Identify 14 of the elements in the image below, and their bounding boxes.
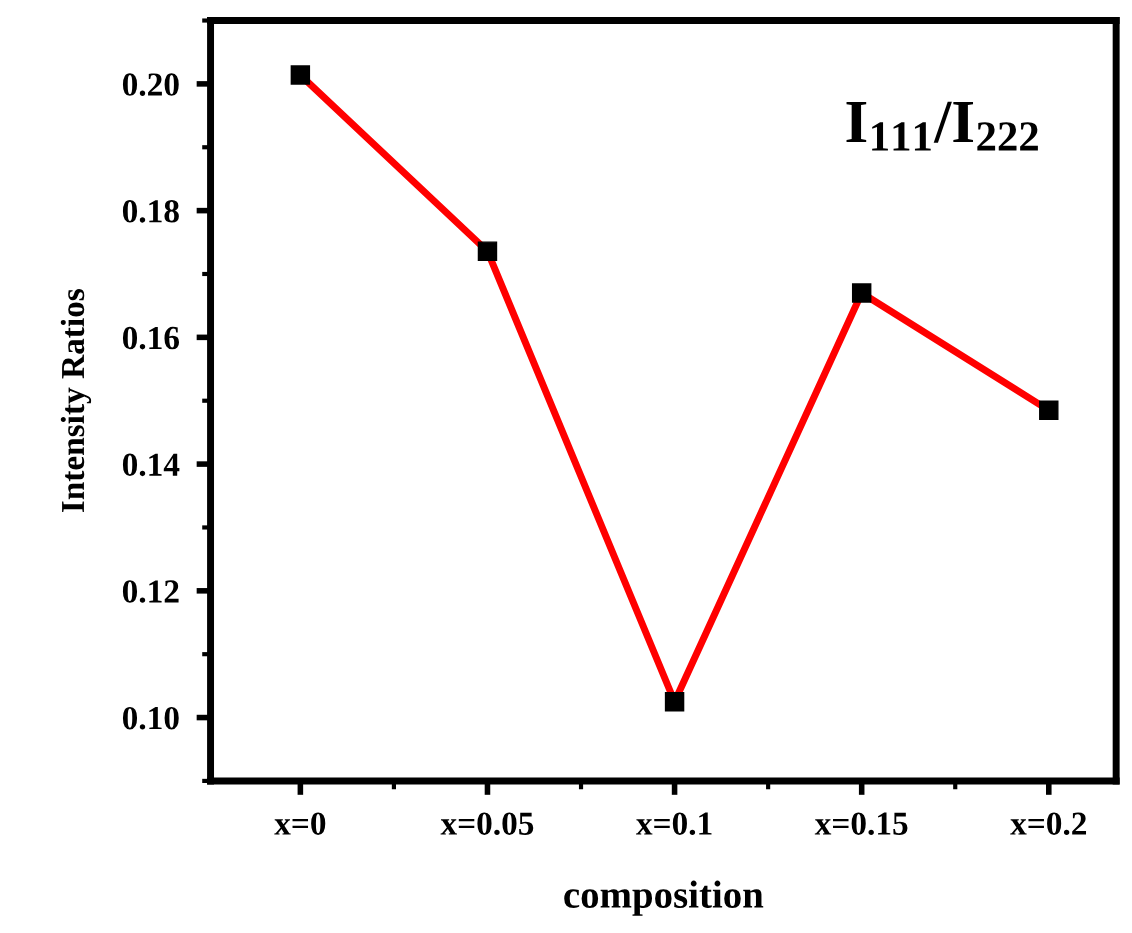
annotation: I$_{111}$/I$_{222}$: [846, 101, 1038, 151]
x-tick-label: x=0.1: [636, 812, 712, 836]
x-tick-label: x=0.2: [1010, 812, 1087, 836]
y-tick-label: 0.10: [122, 706, 179, 730]
y-tick-label: 0.20: [122, 73, 179, 96]
x-tick-label: x=0: [274, 812, 326, 835]
y-tick-label: 0.16: [122, 326, 180, 350]
x-tick-label: x=0.15: [814, 812, 908, 836]
x-axis-title: composition: [564, 880, 764, 916]
y-tick-label: 0.14: [122, 453, 180, 477]
y-tick-label: 0.12: [122, 580, 179, 603]
x-tick-label: x=0.05: [440, 812, 534, 836]
y-axis-title: Intensity Ratios: [60, 289, 92, 513]
y-tick-label: 0.18: [122, 200, 179, 223]
